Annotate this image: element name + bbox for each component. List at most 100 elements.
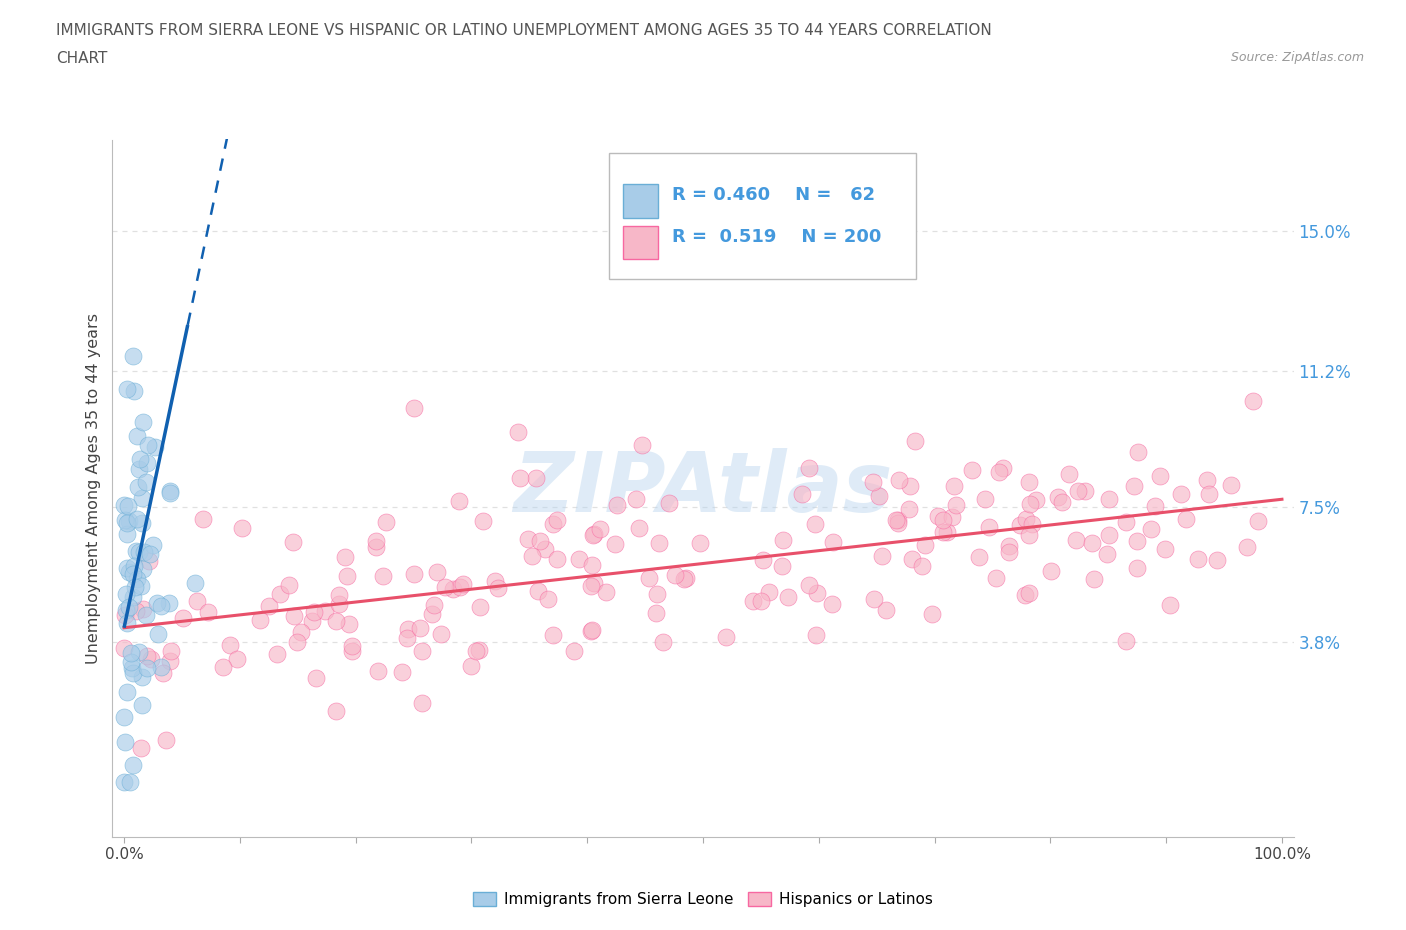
Point xyxy=(131,670,153,684)
Point xyxy=(391,665,413,680)
Point xyxy=(520,549,543,564)
Point xyxy=(1144,498,1167,513)
Point xyxy=(402,401,425,416)
Point xyxy=(314,604,336,618)
Point xyxy=(122,666,145,681)
Point xyxy=(887,515,910,530)
Point xyxy=(460,658,482,673)
Point xyxy=(114,498,136,513)
Point xyxy=(155,733,177,748)
Point xyxy=(115,561,138,576)
Point xyxy=(1083,571,1105,586)
Point xyxy=(212,659,235,674)
Point xyxy=(1197,472,1219,487)
Point xyxy=(960,462,983,477)
Point xyxy=(426,565,449,579)
Point xyxy=(1205,552,1227,567)
Point xyxy=(157,596,180,611)
Point xyxy=(1247,513,1270,528)
Point xyxy=(468,643,491,658)
Point xyxy=(395,631,418,645)
Point xyxy=(1219,478,1241,493)
Text: Source: ZipAtlas.com: Source: ZipAtlas.com xyxy=(1230,51,1364,64)
Point xyxy=(799,461,821,476)
Point xyxy=(988,465,1011,480)
Point xyxy=(1149,469,1171,484)
Point xyxy=(1067,484,1090,498)
Point xyxy=(120,655,142,670)
Point xyxy=(441,581,464,596)
Point xyxy=(546,551,568,566)
Point xyxy=(118,600,141,615)
Point xyxy=(118,513,141,528)
Point xyxy=(124,558,146,573)
Point xyxy=(967,550,990,565)
Point xyxy=(125,572,148,587)
Point xyxy=(184,576,207,591)
Point xyxy=(118,565,141,579)
Point xyxy=(131,490,153,505)
Point xyxy=(128,545,150,560)
Point xyxy=(943,478,966,493)
Point xyxy=(471,514,494,529)
Point xyxy=(806,586,828,601)
Point xyxy=(868,488,890,503)
Point xyxy=(127,479,149,494)
Point xyxy=(339,617,361,631)
Point xyxy=(249,613,271,628)
Point xyxy=(579,623,602,638)
Point xyxy=(305,671,328,685)
Point xyxy=(1126,445,1149,459)
Point xyxy=(125,429,148,444)
Point xyxy=(984,570,1007,585)
Point xyxy=(186,594,208,609)
Point xyxy=(1050,495,1073,510)
Point xyxy=(117,498,139,513)
Point xyxy=(1018,585,1040,600)
Point xyxy=(367,663,389,678)
Point xyxy=(624,491,647,506)
Point xyxy=(628,521,651,536)
Point xyxy=(648,536,671,551)
Text: CHART: CHART xyxy=(56,51,108,66)
Point xyxy=(335,568,357,583)
Point xyxy=(159,486,181,501)
Point xyxy=(139,652,162,667)
Point xyxy=(449,579,471,594)
Point xyxy=(914,538,936,553)
Point xyxy=(524,471,547,485)
Point xyxy=(534,541,557,556)
Point xyxy=(904,433,927,448)
Point xyxy=(1126,534,1149,549)
Point xyxy=(124,604,146,618)
Point xyxy=(114,607,136,622)
Point xyxy=(145,440,167,455)
Point xyxy=(420,607,443,622)
Point xyxy=(128,461,150,476)
Point xyxy=(884,512,907,527)
Point xyxy=(603,537,626,551)
Point xyxy=(114,735,136,750)
Point xyxy=(582,526,605,541)
Point xyxy=(875,603,897,618)
Point xyxy=(149,599,172,614)
Point xyxy=(973,491,995,506)
Point xyxy=(125,543,148,558)
Point xyxy=(998,545,1021,560)
Point xyxy=(115,587,138,602)
Point xyxy=(1122,478,1144,493)
Point xyxy=(328,587,350,602)
Point xyxy=(408,620,430,635)
Point xyxy=(231,521,253,536)
Point xyxy=(1126,561,1149,576)
Point xyxy=(1140,522,1163,537)
Point xyxy=(146,626,169,641)
Point xyxy=(758,585,780,600)
Point xyxy=(751,593,773,608)
Point xyxy=(1187,551,1209,566)
Point xyxy=(1018,475,1040,490)
Point xyxy=(689,536,711,551)
FancyBboxPatch shape xyxy=(609,153,915,279)
Point xyxy=(901,552,924,567)
Point xyxy=(1098,492,1121,507)
